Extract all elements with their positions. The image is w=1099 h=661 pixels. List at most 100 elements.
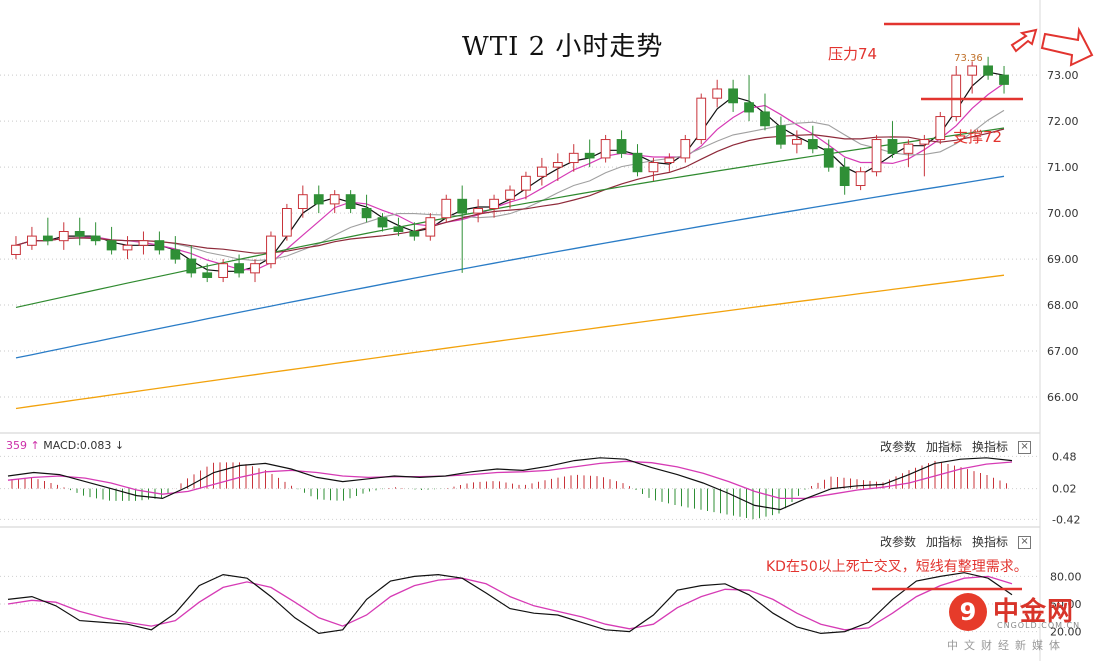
candle-body <box>154 240 165 251</box>
candle-body <box>441 198 452 219</box>
candle-body <box>696 97 707 141</box>
y-tick-label: 69.00 <box>1047 253 1079 266</box>
candle-body <box>983 65 993 76</box>
ma-blue-line <box>15 175 1005 359</box>
macd-value-label: 359 <box>6 439 27 452</box>
candle-body <box>234 263 244 274</box>
candle-body <box>106 240 117 251</box>
macd-dea-line <box>7 460 1013 500</box>
candle-body <box>584 152 595 159</box>
kd-d-line <box>7 575 1013 631</box>
arrow-icon <box>1010 28 1038 53</box>
chart-title: WTI 2 小时走势 <box>462 32 664 62</box>
candle-body <box>329 194 340 205</box>
macd-add-indicator-button[interactable]: 加指标 <box>926 440 963 454</box>
candle-body <box>568 152 579 164</box>
macd-dif-line <box>7 457 1013 511</box>
candle-body <box>999 74 1009 85</box>
candle-body <box>664 157 675 164</box>
candle-body <box>839 166 850 187</box>
support-annotation: 支撑72 <box>953 128 1003 146</box>
macd-controls: 改参数 加指标 换指标 × <box>880 438 1041 455</box>
candle-body <box>521 175 531 191</box>
candle-body <box>202 272 213 278</box>
logo-domain: CNGOLD.COM.CN <box>997 621 1081 630</box>
candle-body <box>266 235 276 265</box>
candle-body <box>250 263 260 274</box>
candle-body <box>409 230 420 237</box>
macd-close-icon[interactable]: × <box>1018 441 1032 454</box>
candle-body <box>935 116 946 141</box>
y-tick-label: 72.00 <box>1047 115 1079 128</box>
candle-body <box>425 217 436 237</box>
candle-body <box>712 88 723 99</box>
candle-body <box>776 125 786 145</box>
candle-body <box>42 235 53 242</box>
candle-body <box>313 194 324 205</box>
candle-body <box>855 171 866 187</box>
candle-body <box>760 111 770 127</box>
arrow-icon <box>1040 26 1094 67</box>
kd-annotation: KD在50以上死亡交叉，短线有整理需求。 <box>766 559 1028 575</box>
candle-body <box>791 139 802 145</box>
candle-body <box>393 226 404 232</box>
kd-switch-indicator-button[interactable]: 换指标 <box>972 535 1009 549</box>
candle-body <box>680 139 691 159</box>
macd-tick-label: 0.48 <box>1052 450 1077 463</box>
candle-body <box>600 139 611 159</box>
kd-tick-label: 50.00 <box>1050 598 1082 611</box>
candle-body <box>170 249 181 260</box>
kd-controls: 改参数 加指标 换指标 × <box>880 533 1041 550</box>
y-tick-label: 70.00 <box>1047 207 1079 220</box>
candle-body <box>807 139 818 150</box>
cngold-logo: 9 中金网 CNGOLD.COM.CN 中文财经新媒体 <box>945 587 1095 657</box>
candle-body <box>345 194 356 210</box>
macd-label: 359 ↑ MACD:0.083 ↓ <box>6 439 124 452</box>
candle-body <box>728 88 738 104</box>
ma-green-line <box>15 127 1005 308</box>
candle-body <box>297 194 308 210</box>
candle-body <box>122 244 133 251</box>
candle-body <box>27 235 37 246</box>
kd-tick-label: 80.00 <box>1050 570 1082 583</box>
macd-switch-indicator-button[interactable]: 换指标 <box>972 440 1009 454</box>
macd-name: MACD:0.083 <box>43 439 112 452</box>
up-arrow-icon: ↑ <box>30 439 40 452</box>
candle-body <box>74 230 85 237</box>
logo-subtitle: 中文财经新媒体 <box>947 639 1066 652</box>
down-arrow-icon: ↓ <box>114 439 125 452</box>
candle-body <box>473 208 484 214</box>
ma-gray-line <box>15 109 1005 262</box>
candle-body <box>967 65 978 76</box>
macd-tick-label: 0.02 <box>1052 483 1077 496</box>
candle-body <box>903 143 914 154</box>
candle-body <box>823 148 834 168</box>
y-tick-label: 66.00 <box>1047 391 1079 404</box>
ma-brown-line <box>15 128 1005 254</box>
logo-name: 中金网 <box>993 597 1075 627</box>
candle-body <box>361 208 372 219</box>
kd-tick-label: 20.00 <box>1050 626 1082 639</box>
candle-body <box>552 162 563 168</box>
candle-body <box>536 166 547 177</box>
candle-body <box>90 235 101 242</box>
y-tick-label: 68.00 <box>1047 299 1079 312</box>
y-tick-label: 73.00 <box>1047 69 1079 82</box>
candle-body <box>218 263 229 278</box>
candle-body <box>887 139 898 154</box>
kd-change-params-button[interactable]: 改参数 <box>880 535 917 549</box>
peak-price-label: 73.36 <box>954 53 983 64</box>
candle-body <box>951 74 962 118</box>
kd-k-line <box>7 572 1013 635</box>
candle-body <box>282 208 292 237</box>
kd-add-indicator-button[interactable]: 加指标 <box>926 535 963 549</box>
kd-close-icon[interactable]: × <box>1018 536 1032 549</box>
candle-body <box>616 139 627 154</box>
candle-body <box>58 230 69 242</box>
candle-body <box>489 198 499 210</box>
macd-change-params-button[interactable]: 改参数 <box>880 440 917 454</box>
y-tick-label: 67.00 <box>1047 345 1079 358</box>
candle-body <box>186 258 197 274</box>
candle-body <box>871 139 882 173</box>
